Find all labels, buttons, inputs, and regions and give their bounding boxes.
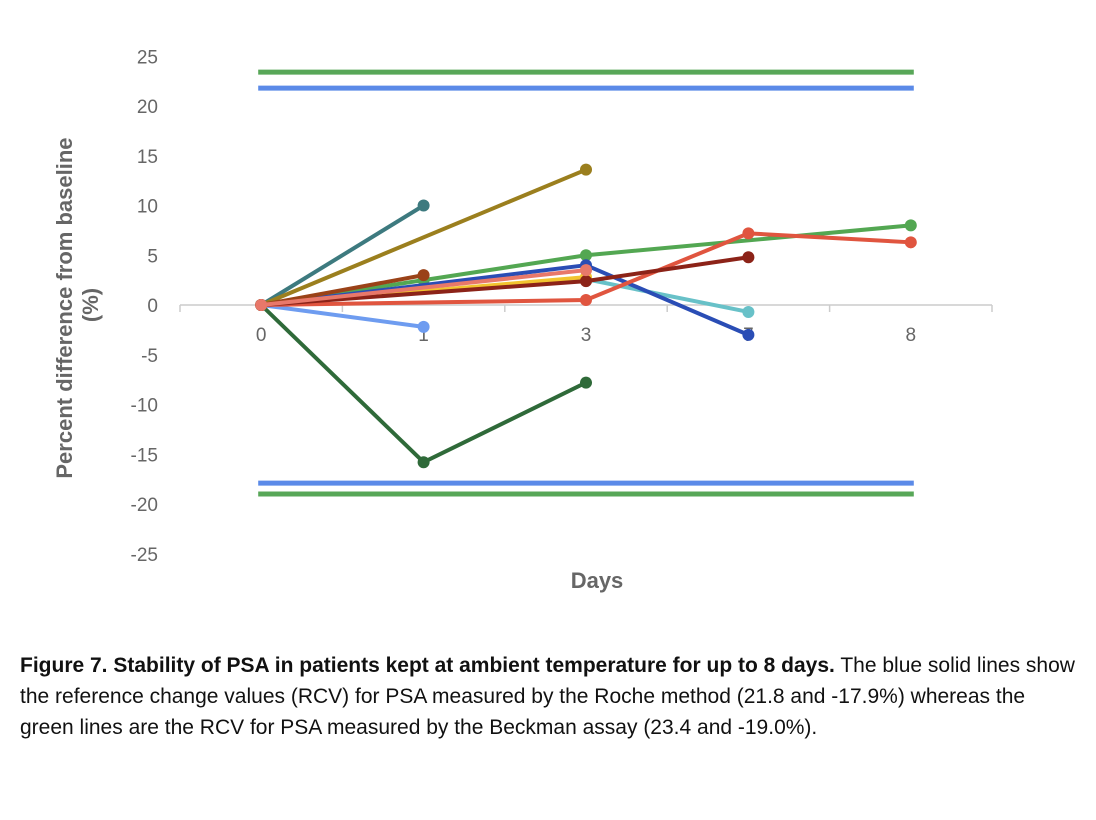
y-tick-label: -25 [131, 545, 158, 566]
data-point [742, 227, 755, 240]
series-line [260, 223, 911, 307]
y-tick-label: -20 [131, 495, 158, 516]
y-tick-label: -5 [141, 346, 158, 367]
series-line [260, 303, 424, 329]
y-tick-label: 25 [137, 47, 158, 68]
data-point [904, 219, 917, 232]
y-tick-label: 5 [147, 246, 158, 267]
series-line [260, 273, 424, 307]
data-point [417, 320, 430, 333]
y-axis-label-line1: Percent difference from baseline [52, 138, 77, 479]
y-tick-label: 0 [147, 296, 158, 317]
data-point [417, 456, 430, 469]
y-tick-label: 20 [137, 97, 158, 118]
x-axis-label: Days [571, 568, 624, 593]
y-tick-label: -10 [131, 396, 158, 417]
x-tick-label: 3 [581, 325, 592, 346]
y-axis-label-line2: (%) [78, 288, 103, 322]
data-point [580, 275, 592, 288]
series-line [260, 268, 587, 307]
y-tick-label: 15 [137, 147, 158, 168]
y-axis-label: Percent difference from baseline (%) [52, 131, 103, 478]
figure-caption: Figure 7. Stability of PSA in patients k… [20, 650, 1080, 743]
x-tick-label: 8 [906, 325, 917, 346]
series-line [260, 203, 425, 307]
data-point [580, 264, 592, 277]
data-point [742, 305, 755, 318]
data-point [417, 199, 430, 212]
series-line [260, 167, 587, 307]
series-line [261, 231, 911, 307]
data-point [417, 269, 430, 282]
data-series [255, 264, 592, 311]
data-point [580, 249, 592, 262]
caption-title: Figure 7. Stability of PSA in patients k… [20, 654, 835, 677]
y-tick-label: -15 [131, 445, 158, 466]
data-point [742, 251, 755, 264]
data-point [742, 328, 755, 341]
data-point [580, 376, 592, 389]
x-tick-label: 1 [418, 325, 429, 346]
y-tick-label: 10 [137, 197, 158, 218]
caption-text: The blue solid lines show the reference … [20, 654, 1075, 739]
data-point [580, 294, 592, 307]
data-point [580, 163, 592, 176]
data-point [904, 236, 917, 249]
data-point [255, 299, 268, 311]
x-tick-label: 0 [256, 325, 267, 346]
